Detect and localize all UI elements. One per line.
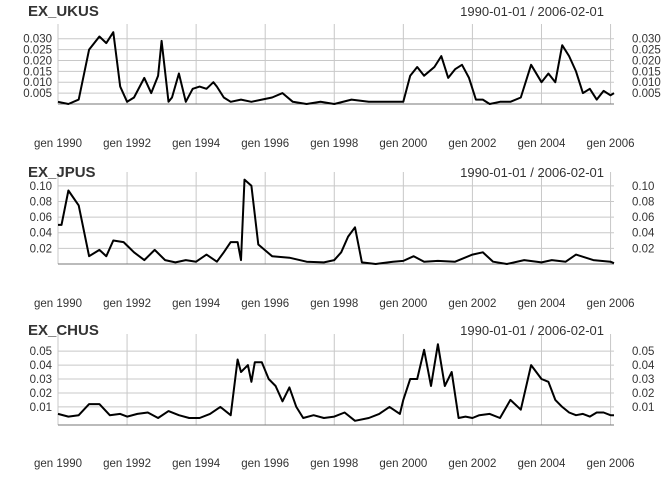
series-line xyxy=(58,178,615,265)
y-tick-label-left: 0.02 xyxy=(30,388,52,400)
x-tick-label: gen 2002 xyxy=(448,298,496,310)
x-tick-label: gen 2006 xyxy=(587,298,635,310)
x-tick-label: gen 2000 xyxy=(379,458,427,470)
y-tick-label-right: 0.020 xyxy=(632,55,661,67)
y-tick-label-right: 0.02 xyxy=(632,388,654,400)
y-tick-label-right: 0.030 xyxy=(632,34,661,46)
chart-title: EX_CHUS xyxy=(28,322,99,339)
y-tick-label-left: 0.01 xyxy=(30,402,52,414)
chart-title: EX_JPUS xyxy=(28,164,96,181)
y-tick-label-left: 0.04 xyxy=(30,228,53,240)
x-tick-label: gen 1990 xyxy=(34,458,82,470)
y-tick-label-left: 0.010 xyxy=(23,77,52,89)
y-tick-label-left: 0.02 xyxy=(30,243,52,255)
x-tick-label: gen 2002 xyxy=(448,458,496,470)
x-tick-label: gen 1996 xyxy=(241,458,289,470)
x-tick-label: gen 2004 xyxy=(517,458,566,470)
x-tick-label: gen 1996 xyxy=(241,298,289,310)
x-tick-label: gen 2002 xyxy=(448,138,496,150)
y-tick-label-left: 0.05 xyxy=(30,346,52,358)
x-tick-label: gen 1990 xyxy=(34,138,82,150)
y-tick-label-right: 0.03 xyxy=(632,374,654,386)
y-tick-label-right: 0.010 xyxy=(632,77,661,89)
x-tick-label: gen 1998 xyxy=(310,138,358,150)
x-tick-label: gen 2006 xyxy=(587,458,635,470)
y-tick-label-right: 0.025 xyxy=(632,45,661,57)
date-range-label: 1990-01-01 / 2006-02-01 xyxy=(460,323,604,338)
series-line xyxy=(57,31,615,105)
y-tick-label-left: 0.10 xyxy=(30,181,52,193)
chart-panel-3: 0.01 0.01 0.02 0.02 0.03 0.03 0.04 0.04 0.05 0.05… xyxy=(28,322,655,470)
y-tick-label-right: 0.01 xyxy=(632,402,654,414)
chart-title: EX_UKUS xyxy=(28,3,99,20)
x-tick-label: gen 2004 xyxy=(517,298,566,310)
y-tick-label-right: 0.005 xyxy=(632,88,661,100)
y-tick-label-left: 0.03 xyxy=(30,374,52,386)
y-tick-label-right: 0.015 xyxy=(632,66,661,78)
x-tick-label: gen 2000 xyxy=(379,298,427,310)
x-tick-label: gen 1998 xyxy=(310,298,358,310)
x-tick-label: gen 2004 xyxy=(517,138,566,150)
y-tick-label-right: 0.10 xyxy=(632,181,654,193)
x-tick-label: gen 1992 xyxy=(103,138,151,150)
y-tick-label-left: 0.030 xyxy=(23,34,52,46)
x-tick-label: gen 1994 xyxy=(172,298,221,310)
y-tick-label-right: 0.04 xyxy=(632,360,655,372)
chart-panel-2: 0.02 0.02 0.04 0.04 0.06 0.06 0.08 0.08 0.10 0.10… xyxy=(28,164,655,310)
x-tick-label: gen 1992 xyxy=(103,298,151,310)
y-tick-label-right: 0.06 xyxy=(632,212,654,224)
y-tick-label-left: 0.06 xyxy=(30,212,52,224)
y-tick-label-left: 0.020 xyxy=(23,55,52,67)
date-range-label: 1990-01-01 / 2006-02-01 xyxy=(460,165,604,180)
x-tick-label: gen 2000 xyxy=(379,138,427,150)
y-tick-label-right: 0.04 xyxy=(632,228,655,240)
series-line xyxy=(57,343,614,422)
y-tick-label-left: 0.015 xyxy=(23,66,52,78)
y-tick-label-right: 0.08 xyxy=(632,196,654,208)
x-tick-label: gen 1990 xyxy=(34,298,82,310)
date-range-label: 1990-01-01 / 2006-02-01 xyxy=(460,4,604,19)
x-tick-label: gen 2006 xyxy=(587,138,635,150)
x-tick-label: gen 1998 xyxy=(310,458,358,470)
y-tick-label-left: 0.04 xyxy=(30,360,53,372)
y-tick-label-right: 0.05 xyxy=(632,346,654,358)
y-tick-label-left: 0.08 xyxy=(30,196,52,208)
x-tick-label: gen 1992 xyxy=(103,458,151,470)
x-tick-label: gen 1994 xyxy=(172,138,221,150)
x-tick-label: gen 1996 xyxy=(241,138,289,150)
x-tick-label: gen 1994 xyxy=(172,458,221,470)
y-tick-label-left: 0.025 xyxy=(23,45,52,57)
y-tick-label-left: 0.005 xyxy=(23,88,52,100)
y-tick-label-right: 0.02 xyxy=(632,243,654,255)
